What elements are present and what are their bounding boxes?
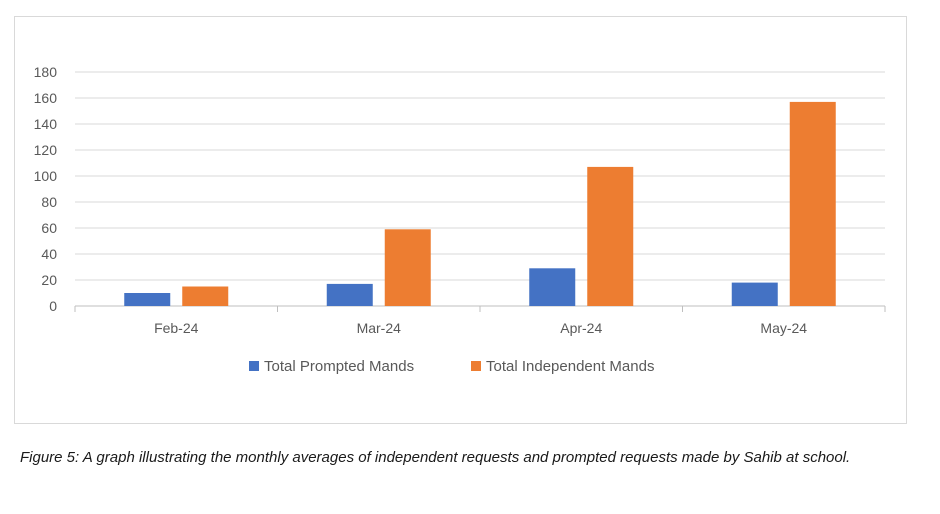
bars: [124, 101, 836, 307]
y-axis-ticks: 0 20 40 60 80 100 120 140 160 180: [34, 64, 58, 314]
y-tick-label: 100: [34, 168, 58, 184]
x-axis: [74, 305, 886, 312]
legend: Total Prompted Mands Total Independent Ma…: [249, 358, 654, 375]
y-tick-label: 60: [41, 220, 57, 236]
y-tick-label: 40: [41, 246, 57, 262]
bar: [529, 268, 576, 306]
legend-label: Total Prompted Mands: [264, 358, 414, 375]
y-tick-label: 180: [34, 64, 58, 80]
y-tick-label: 80: [41, 194, 57, 210]
y-tick-label: 0: [49, 298, 57, 314]
bar: [587, 166, 634, 306]
figure-caption: Figure 5: A graph illustrating the month…: [20, 449, 851, 466]
bar: [326, 283, 373, 306]
bar: [384, 229, 431, 306]
gridlines: [75, 71, 885, 281]
legend-swatch: [249, 361, 259, 371]
chart-frame: [14, 16, 907, 424]
bar: [731, 282, 778, 306]
y-tick-label: 20: [41, 272, 57, 288]
bar: [182, 286, 229, 306]
y-tick-label: 160: [34, 90, 58, 106]
x-tick-label: Mar-24: [357, 320, 402, 336]
x-tick-label: May-24: [760, 320, 807, 336]
bar-chart: 0 20 40 60 80 100 120 140 160 180 Feb-24 Mar-24 Apr…: [34, 64, 886, 375]
legend-swatch: [471, 361, 481, 371]
y-tick-label: 140: [34, 116, 58, 132]
legend-label: Total Independent Mands: [486, 358, 654, 375]
x-axis-ticks: Feb-24 Mar-24 Apr-24 May-24: [154, 320, 807, 336]
bar: [124, 293, 171, 306]
bar: [789, 101, 836, 307]
x-tick-label: Feb-24: [154, 320, 199, 336]
y-tick-label: 120: [34, 142, 58, 158]
x-tick-label: Apr-24: [560, 320, 602, 336]
